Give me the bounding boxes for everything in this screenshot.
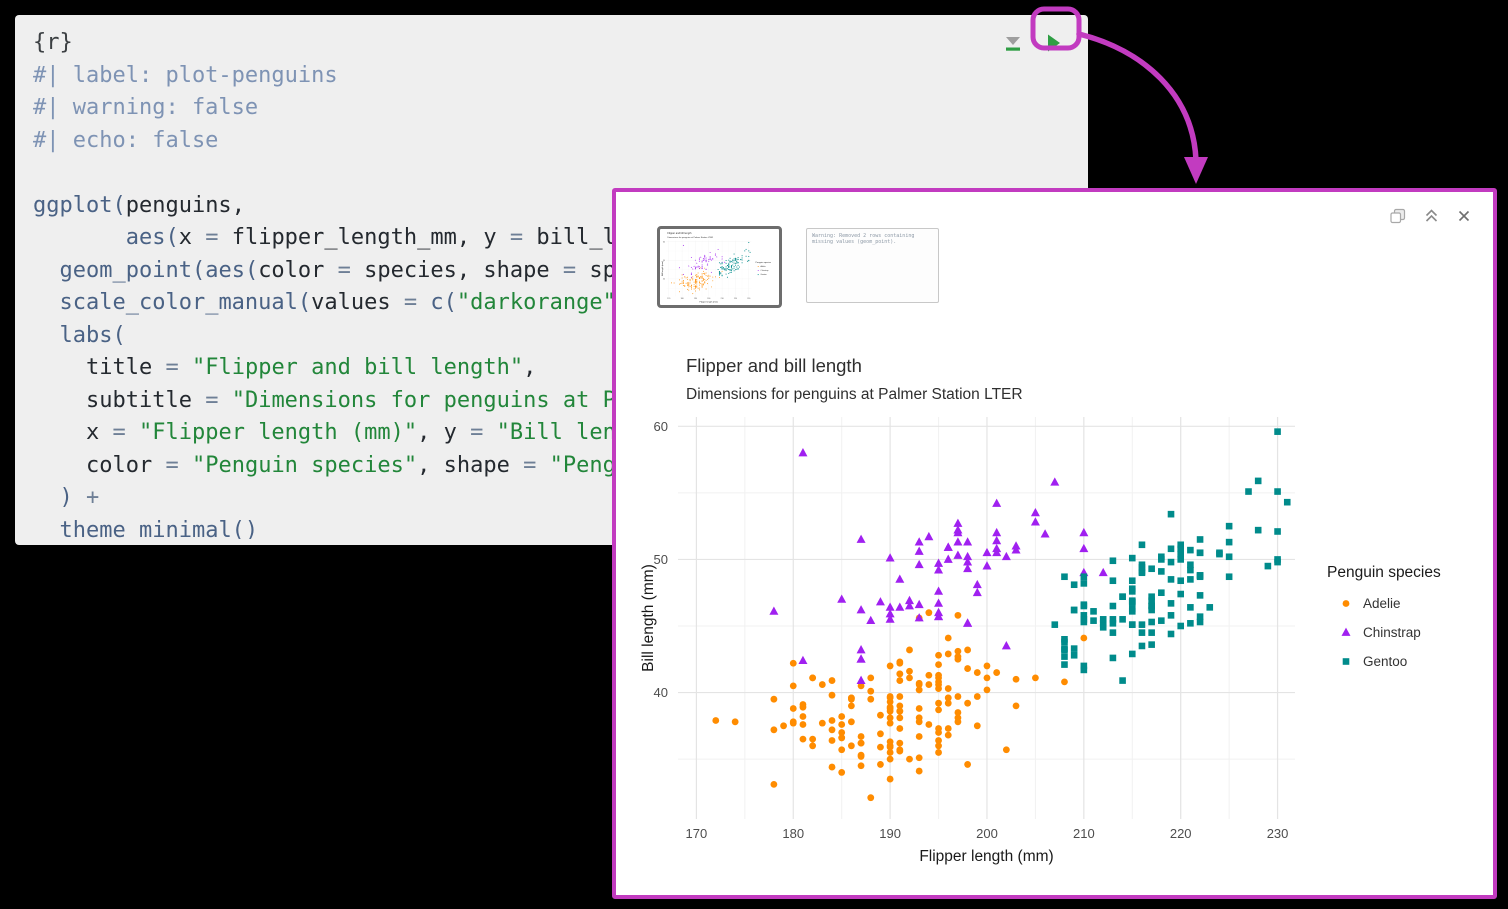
svg-text:Flipper and bill length: Flipper and bill length [686,355,862,376]
svg-text:180: 180 [681,298,684,300]
annotation-arrow [1076,31,1199,163]
double-chevron-up-icon [1425,209,1438,222]
svg-text:190: 190 [694,298,697,300]
code-editor[interactable]: {r} #| label: plot-penguins #| warning: fa… [33,27,1082,539]
svg-text:200: 200 [707,298,710,300]
svg-text:40: 40 [654,685,668,700]
output-thumbnail-plot[interactable]: 170 180 190 200 210 220 230 40 50 60 Flipper and b… [657,226,782,308]
svg-text:Penguin species: Penguin species [756,262,771,264]
code-line[interactable] [33,157,1082,190]
code-line[interactable]: #| label: plot-penguins [33,62,338,88]
svg-text:Bill length (mm): Bill length (mm) [640,564,657,672]
svg-text:Gentoo: Gentoo [761,273,767,276]
svg-text:50: 50 [663,260,665,262]
svg-text:Flipper length (mm): Flipper length (mm) [700,300,719,303]
series-chinstrap [769,448,1108,684]
svg-text:190: 190 [879,826,901,841]
svg-text:50: 50 [654,552,668,567]
svg-text:Chinstrap: Chinstrap [1363,625,1421,640]
output-thumbnail-warning[interactable]: Warning: Removed 2 rows containing missi… [806,228,939,303]
run-all-above-icon [1006,37,1020,51]
plot-thumbnail: 170 180 190 200 210 220 230 40 50 60 Flipper and b… [661,230,778,304]
code-line[interactable]: labs( [59,322,126,348]
svg-text:Gentoo: Gentoo [1363,654,1407,669]
svg-text:Flipper and bill length: Flipper and bill length [667,231,692,235]
code-line[interactable]: ggplot(penguins, [33,192,245,218]
code-line[interactable]: theme_minimal() [59,517,259,540]
series-gentoo [717,242,751,278]
svg-text:Adelie: Adelie [1363,596,1401,611]
output-panel-controls [1390,208,1471,224]
svg-text:Chinstrap: Chinstrap [761,269,769,272]
svg-text:Adelie: Adelie [761,265,766,268]
close-output-button[interactable] [1457,209,1471,223]
run-all-chunks-above-button[interactable] [1003,33,1023,53]
warning-text: Warning: Removed 2 rows containing missi… [812,233,918,245]
open-in-new-window-button[interactable] [1390,208,1406,224]
svg-text:210: 210 [721,298,724,300]
collapse-output-button[interactable] [1424,208,1439,224]
svg-text:40: 40 [663,279,665,281]
run-chunk-play-icon [1048,34,1060,52]
run-chunk-button[interactable] [1043,31,1063,55]
code-line[interactable]: ) + [33,485,100,510]
annotation-arrowhead [1184,157,1208,184]
svg-text:210: 210 [1073,826,1095,841]
code-line[interactable]: {r} [33,30,73,55]
close-icon [1458,210,1470,222]
svg-text:Flipper length (mm): Flipper length (mm) [919,848,1053,865]
series-adelie [712,609,1088,802]
svg-text:Dimensions for penguins at Pal: Dimensions for penguins at Palmer Statio… [686,386,1023,403]
svg-text:60: 60 [654,419,668,434]
svg-text:180: 180 [782,826,804,841]
svg-text:Penguin species: Penguin species [1327,564,1441,581]
svg-text:170: 170 [686,826,708,841]
code-line[interactable]: #| warning: false [33,95,259,120]
svg-text:220: 220 [1170,826,1192,841]
svg-text:220: 220 [734,298,737,300]
chunk-output-panel: 170 180 190 200 210 220 230 40 50 60 Flipper and b… [612,188,1497,899]
svg-text:170: 170 [667,298,670,300]
legend: Penguin species Adelie Chinstrap Gentoo [1327,564,1441,669]
chunk-toolbar [1003,31,1063,55]
svg-text:Bill length (mm): Bill length (mm) [661,261,664,276]
svg-text:230: 230 [1267,826,1289,841]
svg-text:200: 200 [976,826,998,841]
penguins-scatter-plot: 170 180 190 200 210 220 230 40 50 60 Flipper and b… [640,342,1490,872]
svg-text:230: 230 [747,298,750,300]
code-line[interactable]: #| echo: false [33,127,219,153]
series-gentoo [1051,428,1291,684]
popout-icon [1390,208,1406,224]
svg-text:60: 60 [663,241,665,243]
svg-text:Dimensions for penguins at Pal: Dimensions for penguins at Palmer Statio… [667,236,713,239]
code-line[interactable]: title = "Flipper and bill length", [85,355,537,380]
plot-output: 170 180 190 200 210 220 230 40 50 60 Flipper and b… [640,342,1490,872]
series-adelie [670,267,723,295]
